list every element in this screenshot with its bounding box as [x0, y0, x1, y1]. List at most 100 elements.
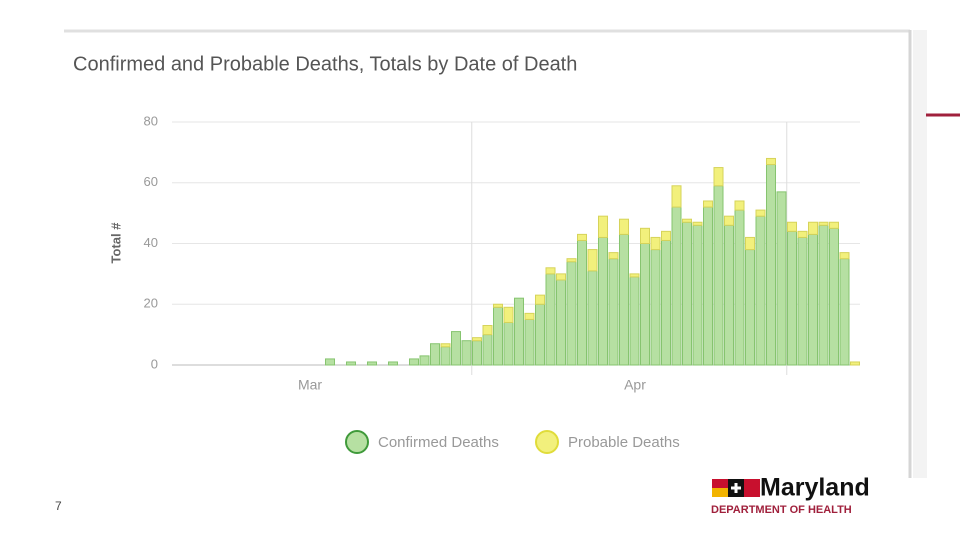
bar — [818, 221, 829, 226]
bar — [713, 185, 724, 366]
bar — [829, 221, 839, 229]
bar — [598, 236, 608, 366]
bar — [629, 273, 640, 278]
bar — [839, 258, 850, 366]
bar — [692, 224, 703, 366]
panel-shadow — [913, 30, 927, 478]
bar — [661, 230, 671, 241]
y-tick-label: 40 — [144, 235, 158, 250]
bar — [472, 340, 482, 366]
bar — [671, 185, 682, 208]
bar — [682, 218, 692, 223]
bar — [598, 215, 608, 238]
bar — [671, 206, 682, 366]
bar — [493, 306, 503, 366]
legend-label: Probable Deaths — [568, 434, 680, 451]
y-tick-label: 20 — [144, 296, 158, 311]
bar — [755, 215, 766, 366]
bar — [482, 334, 493, 366]
bar — [419, 355, 430, 366]
bar — [566, 258, 577, 263]
bar — [587, 249, 598, 272]
bar — [619, 233, 629, 366]
bar — [472, 337, 482, 342]
legend-label: Confirmed Deaths — [378, 434, 499, 451]
bar — [724, 215, 734, 226]
bar — [503, 306, 514, 323]
bar — [524, 312, 535, 320]
bar — [776, 191, 787, 366]
bar — [661, 239, 671, 366]
bar — [650, 249, 661, 366]
logo-flag — [712, 479, 728, 488]
bar — [818, 224, 829, 366]
bar — [745, 249, 755, 366]
x-tick-label: Apr — [624, 377, 646, 393]
bar — [524, 318, 535, 366]
bar — [640, 243, 650, 366]
bar — [608, 258, 619, 366]
bar — [755, 209, 766, 217]
chart-title: Confirmed and Probable Deaths, Totals by… — [73, 53, 577, 75]
bar — [734, 200, 745, 211]
legend-marker — [345, 430, 369, 454]
bar — [451, 331, 461, 366]
bar — [503, 321, 514, 366]
bar — [608, 252, 619, 260]
bar — [766, 164, 776, 366]
bar — [545, 267, 556, 275]
logo-cross — [731, 483, 741, 493]
legend-marker — [535, 430, 559, 454]
y-tick-label: 0 — [151, 356, 158, 371]
logo-flag — [744, 479, 760, 497]
bar — [535, 303, 545, 366]
bar — [535, 294, 545, 305]
bar — [787, 221, 797, 232]
bar — [566, 261, 577, 366]
logo-flag — [712, 488, 728, 497]
bar — [850, 361, 860, 366]
logo-subtitle: DEPARTMENT OF HEALTH — [711, 504, 852, 516]
bar — [734, 209, 745, 366]
bar — [367, 361, 377, 366]
bar — [787, 230, 797, 366]
bar — [797, 230, 808, 238]
bar — [839, 252, 850, 260]
logo: Maryland DEPARTMENT OF HEALTH — [711, 474, 870, 516]
bar — [713, 167, 724, 187]
bar — [619, 218, 629, 235]
bar — [440, 346, 451, 366]
y-tick-label: 80 — [144, 113, 158, 128]
x-tick-label: Mar — [298, 377, 322, 393]
bar — [703, 206, 713, 366]
bar — [461, 340, 472, 366]
bar — [556, 273, 566, 281]
bar — [745, 236, 755, 251]
bar — [640, 227, 650, 244]
bar — [409, 358, 419, 366]
bar — [766, 157, 776, 166]
bar — [587, 270, 598, 366]
bar — [629, 276, 640, 366]
logo-name: Maryland — [760, 474, 870, 502]
bar — [388, 361, 398, 366]
bar — [703, 200, 713, 208]
bar — [829, 227, 839, 366]
bar — [682, 221, 692, 366]
bar — [577, 239, 587, 366]
bar — [808, 233, 818, 366]
bar — [650, 236, 661, 251]
bar — [493, 303, 503, 308]
bar — [797, 236, 808, 366]
bar — [808, 221, 818, 235]
y-tick-label: 60 — [144, 174, 158, 189]
bar — [440, 343, 451, 348]
bar — [346, 361, 356, 366]
bar — [724, 224, 734, 366]
bar — [482, 325, 493, 336]
bar — [430, 343, 440, 366]
bar — [325, 358, 335, 366]
bar — [545, 273, 556, 366]
bar — [556, 279, 566, 366]
